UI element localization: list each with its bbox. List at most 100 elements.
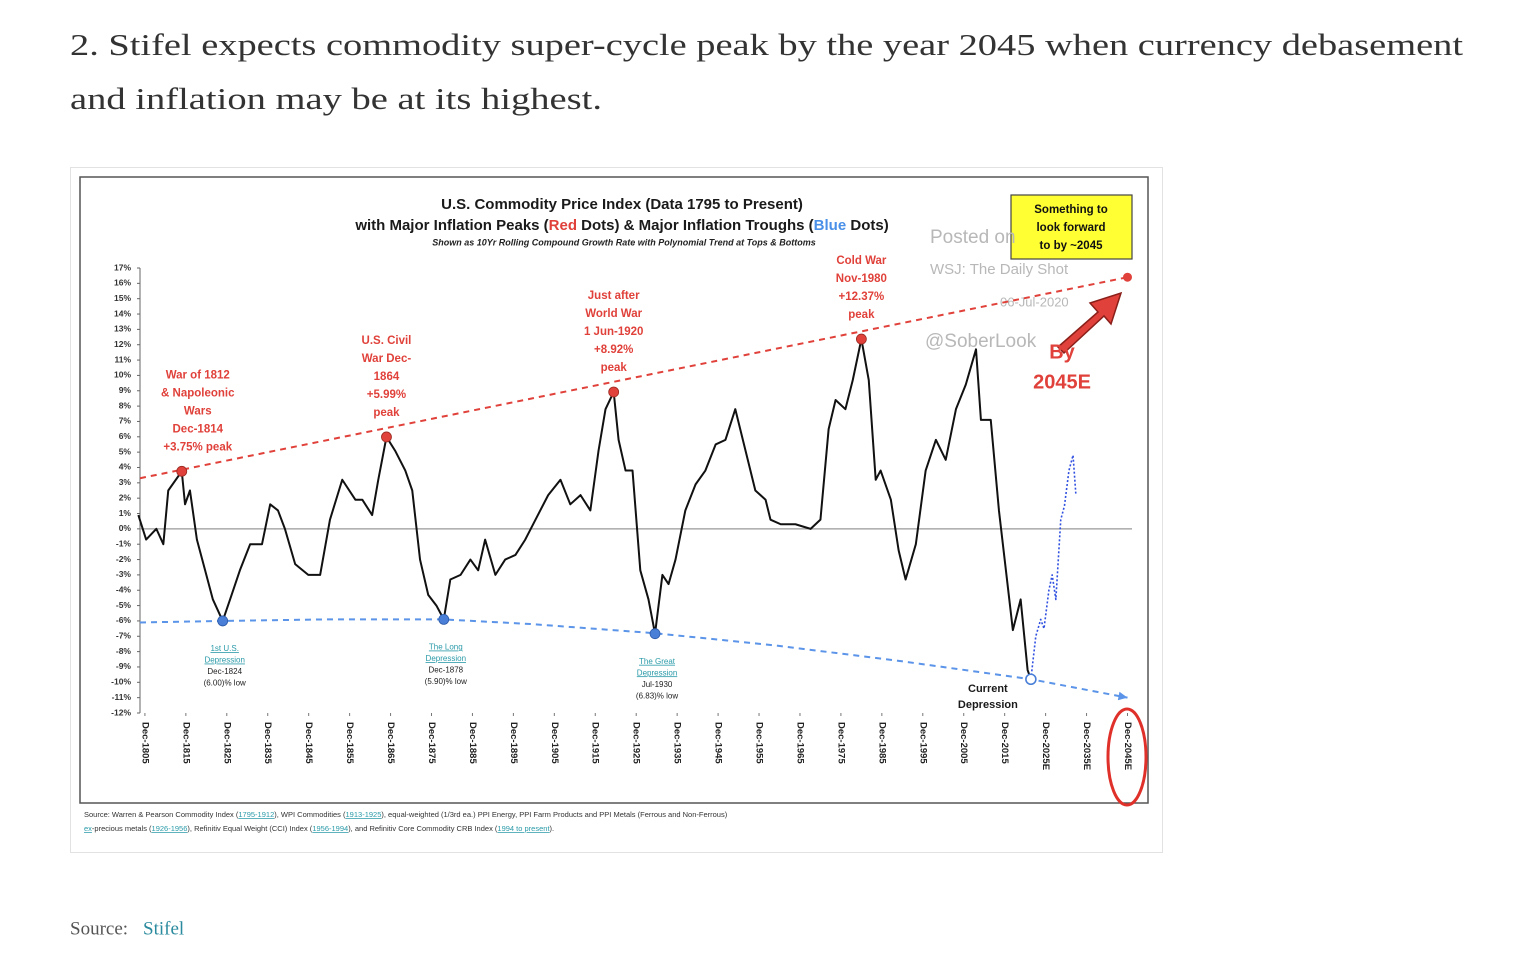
by-label: By [1049, 341, 1075, 363]
source-note-segment: ). [550, 824, 555, 833]
x-tick-label: Dec-2005 [958, 722, 969, 764]
x-tick-label: Dec-1925 [631, 722, 642, 764]
source-note: Source: Warren & Pearson Commodity Index… [84, 810, 728, 819]
peak-label: Dec-1814 [173, 423, 224, 435]
trough-label: (6.00)% low [204, 679, 246, 688]
data-line [1030, 454, 1077, 680]
peak-label: Wars [184, 405, 212, 417]
source-note-segment: 1926-1956 [152, 824, 188, 833]
y-tick-label: -7% [116, 631, 132, 641]
x-tick-label: Dec-1875 [426, 722, 437, 764]
peak-label: +8.92% [594, 344, 633, 356]
trough-trend [139, 618, 1128, 699]
y-tick-label: 11% [114, 354, 131, 364]
x-tick-label: Dec-2015 [999, 722, 1010, 764]
trough-name: 1st U.S. [210, 644, 238, 653]
chart-border [79, 176, 1149, 804]
y-tick-label: 1% [119, 508, 132, 518]
peak-label: World War [585, 308, 642, 320]
trough-name: Depression [204, 656, 244, 665]
data-line [137, 338, 1032, 680]
peak-dot [381, 431, 392, 443]
y-tick-label: -4% [116, 584, 132, 594]
heading-line: and inflation may be at its highest. [70, 81, 602, 116]
chart-subtitle: Shown as 10Yr Rolling Compound Growth Ra… [432, 237, 816, 247]
x-tick-label: Dec-1935 [672, 722, 683, 764]
x-tick-label: Dec-1895 [508, 722, 519, 764]
callout-text: look forward [1036, 222, 1105, 234]
trough-label: (6.83)% low [636, 691, 678, 700]
source-note-segment: 1795-1912 [238, 810, 274, 819]
source-note-segment: ), WPI Commodities ( [274, 810, 346, 819]
peak-dot [176, 465, 188, 477]
peak-label: +12.37% [839, 291, 885, 303]
x-tick-label: Dec-1995 [917, 722, 928, 764]
trough-dot [438, 613, 450, 625]
trough-label: Dec-1878 [428, 666, 463, 675]
x-tick-label: Dec-1805 [139, 722, 150, 764]
peak-label: Nov-1980 [836, 273, 887, 285]
y-tick-label: -6% [116, 615, 132, 625]
peak-dot [855, 333, 867, 345]
y-tick-label: -9% [116, 661, 132, 671]
watermark: Posted on [930, 227, 1016, 248]
current-trough-dot [1025, 673, 1037, 686]
trough-name: Depression [637, 668, 677, 677]
title-segment: Blue [814, 217, 847, 234]
x-tick-label: Dec-1865 [385, 722, 396, 764]
source-label: Source: [70, 918, 128, 939]
peak-label: Cold War [836, 255, 887, 267]
y-tick-label: 10% [114, 370, 131, 380]
trough-label: (5.90)% low [425, 677, 467, 686]
y-tick-label: -1% [116, 538, 132, 548]
x-tick-label: Dec-1955 [754, 722, 765, 764]
watermark: 06-Jul-2020 [1000, 294, 1069, 309]
heading-line: 2. Stifel expects commodity super-cycle … [70, 27, 1463, 62]
peak-label: peak [373, 407, 400, 419]
title-segment: Dots) & Major Inflation Troughs ( [577, 217, 814, 234]
peak-label: +3.75% peak [163, 441, 232, 453]
peak-label: +5.99% [367, 389, 406, 401]
y-tick-label: 9% [119, 385, 132, 395]
y-tick-label: 12% [114, 339, 131, 349]
chart-title-line2: with Major Inflation Peaks (Red Dots) & … [354, 217, 888, 234]
y-tick-label: 14% [114, 308, 131, 318]
x-tick-label: Dec-1835 [262, 722, 273, 764]
x-tick-label: Dec-1945 [713, 722, 724, 764]
title-segment: Red [549, 217, 577, 234]
source-note: ex-precious metals (1926-1956), Refiniti… [84, 824, 554, 833]
y-tick-label: 17% [114, 262, 131, 272]
source-link[interactable]: Stifel [143, 918, 184, 939]
y-tick-label: 7% [119, 416, 132, 426]
peak-label: Just after [588, 290, 640, 302]
trough-label: Dec-1824 [207, 667, 242, 676]
peak-trend-end [1122, 272, 1132, 282]
peak-label: 1864 [374, 371, 400, 383]
trough-name: The Long [429, 643, 463, 652]
y-tick-label: -10% [111, 677, 131, 687]
callout-text: Something to [1034, 204, 1107, 216]
y-tick-label: 16% [114, 278, 131, 288]
peak-trend [139, 276, 1128, 480]
y-tick-label: 8% [119, 400, 132, 410]
source-note-segment: 1956-1994 [312, 824, 348, 833]
watermark: @SoberLook [925, 331, 1037, 352]
x-tick-label: Dec-1845 [303, 722, 314, 764]
x-tick-label: Dec-1975 [835, 722, 846, 764]
peak-label: War Dec- [362, 353, 412, 365]
y-tick-label: 4% [119, 462, 132, 472]
source-note-segment: ), Refinitiv Equal Weight (CCI) Index ( [187, 824, 312, 833]
peak-label: U.S. Civil [362, 335, 412, 347]
peak-label: & Napoleonic [161, 387, 235, 399]
x-tick-label: Dec-1915 [590, 722, 601, 764]
trough-name: Depression [426, 654, 466, 663]
trough-trend-arrow [1117, 691, 1128, 701]
trough-label: Jul-1930 [642, 680, 673, 689]
y-tick-label: -12% [111, 707, 131, 717]
y-tick-label: -2% [116, 554, 132, 564]
peak-label: peak [848, 309, 875, 321]
x-tick-label: Dec-1825 [221, 722, 232, 764]
x-tick-label: Dec-1905 [549, 722, 560, 764]
x-tick-label: Dec-1885 [467, 722, 478, 764]
